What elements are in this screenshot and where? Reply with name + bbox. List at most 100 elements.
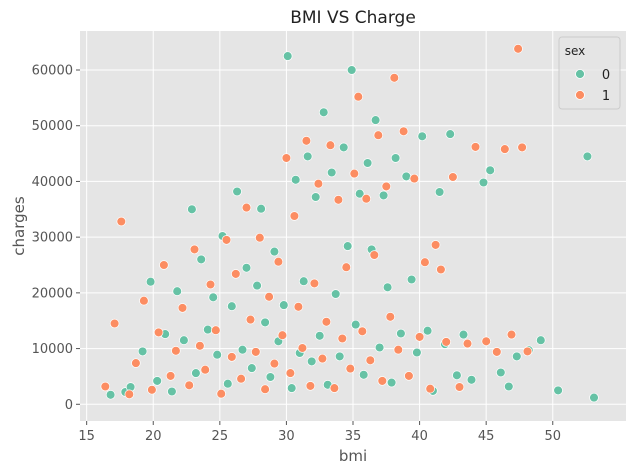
scatter-point-sex-1 [211,325,221,335]
scatter-point-sex-0 [172,286,182,296]
scatter-point-sex-1 [317,353,328,364]
scatter-point-sex-1 [139,295,149,306]
scatter-point-sex-1 [454,382,465,392]
scatter-point-sex-0 [536,335,546,345]
scatter-point-sex-0 [358,370,369,380]
scatter-point-sex-0 [302,151,313,162]
legend-marker-1 [575,90,585,100]
scatter-point-sex-1 [153,327,164,338]
scatter-point-sex-0 [260,317,270,328]
scatter-point-sex-0 [179,335,189,345]
scatter-point-sex-1 [436,264,446,275]
scatter-point-sex-0 [412,347,422,358]
scatter-point-sex-1 [301,136,312,146]
scatter-point-sex-0 [310,192,321,202]
scatter-point-sex-1 [264,292,274,302]
scatter-point-sex-0 [167,386,177,397]
legend-box [558,36,621,110]
y-tick-label: 60000 [32,64,73,79]
scatter-point-sex-0 [582,151,593,162]
scatter-point-sex-0 [223,378,233,389]
scatter-point-sex-1 [100,381,111,392]
legend-label-0: 0 [602,68,610,83]
scatter-point-sex-0 [342,241,353,251]
scatter-point-sex-0 [589,392,599,403]
scatter-point-sex-1 [281,153,292,163]
scatter-point-sex-1 [131,358,141,368]
x-tick-label: 45 [478,429,495,444]
scatter-point-sex-0 [203,324,213,335]
scatter-point-sex-0 [350,319,361,330]
scatter-point-sex-0 [282,51,293,61]
scatter-point-sex-1 [189,244,200,255]
legend-marker-0 [575,69,585,79]
scatter-point-sex-0 [386,377,397,388]
scatter-point-sex-1 [269,358,280,369]
scatter-point-sex-1 [116,216,127,227]
scatter-point-sex-1 [205,279,216,290]
scatter-point-sex-1 [231,269,241,279]
scatter-point-sex-1 [321,317,332,327]
scatter-point-sex-0 [152,376,162,386]
scatter-point-sex-0 [485,165,495,176]
scatter-point-sex-0 [137,346,148,357]
scatter-point-sex-0 [212,349,222,360]
scatter-point-sex-1 [277,330,288,340]
scatter-point-sex-1 [389,73,400,83]
scatter-point-sex-1 [425,383,435,394]
scatter-point-sex-1 [241,202,252,213]
scatter-point-sex-1 [109,318,120,329]
x-axis-title: bmi [339,447,367,465]
scatter-point-sex-1 [381,181,392,192]
scatter-point-sex-0 [208,292,218,303]
scatter-point-sex-0 [326,167,337,178]
scatter-point-sex-0 [382,282,393,293]
scatter-point-sex-0 [318,107,329,118]
x-tick-label: 15 [78,429,95,444]
scatter-point-sex-0 [401,171,412,182]
scatter-point-sex-1 [349,168,360,179]
scatter-point-sex-1 [398,126,409,137]
scatter-point-sex-0 [362,158,373,168]
y-tick-label: 40000 [32,175,73,190]
scatter-point-sex-1 [373,130,384,140]
scatter-point-sex-1 [195,341,205,351]
scatter-point-sex-0 [187,204,197,215]
chart-title: BMI VS Charge [290,8,416,28]
legend-title: sex [565,44,586,58]
scatter-point-sex-0 [196,254,206,265]
scatter-point-sex-0 [512,351,522,362]
scatter-point-sex-0 [346,65,357,75]
scatter-point-sex-0 [452,370,462,381]
x-tick-label: 50 [544,429,561,444]
scatter-point-sex-1 [420,257,430,267]
scatter-point-sex-1 [361,193,372,204]
scatter-point-sex-0 [417,131,427,142]
scatter-point-sex-0 [105,390,116,400]
data-points [100,44,599,403]
scatter-point-sex-0 [396,328,406,339]
scatter-point-sex-1 [309,278,320,289]
scatter-point-sex-0 [241,263,252,273]
y-tick-label: 50000 [32,119,73,134]
scatter-point-sex-1 [522,346,533,357]
scatter-point-sex-1 [492,347,502,357]
scatter-point-sex-0 [191,368,201,378]
scatter-point-sex-0 [306,356,317,367]
scatter-point-sex-1 [462,338,473,349]
scatter-point-sex-0 [227,301,237,311]
scatter-point-sex-0 [314,331,325,341]
scatter-point-sex-1 [177,303,188,313]
scatter-point-sex-1 [260,384,270,394]
x-tick-label: 25 [212,429,229,444]
scatter-point-sex-0 [422,325,433,336]
scatter-point-sex-1 [165,371,176,381]
scatter-point-sex-1 [285,368,296,378]
scatter-point-sex-0 [434,187,445,197]
scatter-point-sex-1 [325,140,336,150]
scatter-point-sex-1 [216,388,226,399]
x-axis-ticks: 15 20 25 30 35 40 45 50 [78,421,561,444]
scatter-point-sex-0 [279,300,289,310]
scatter-point-sex-1 [430,240,441,250]
scatter-point-sex-1 [470,142,481,152]
